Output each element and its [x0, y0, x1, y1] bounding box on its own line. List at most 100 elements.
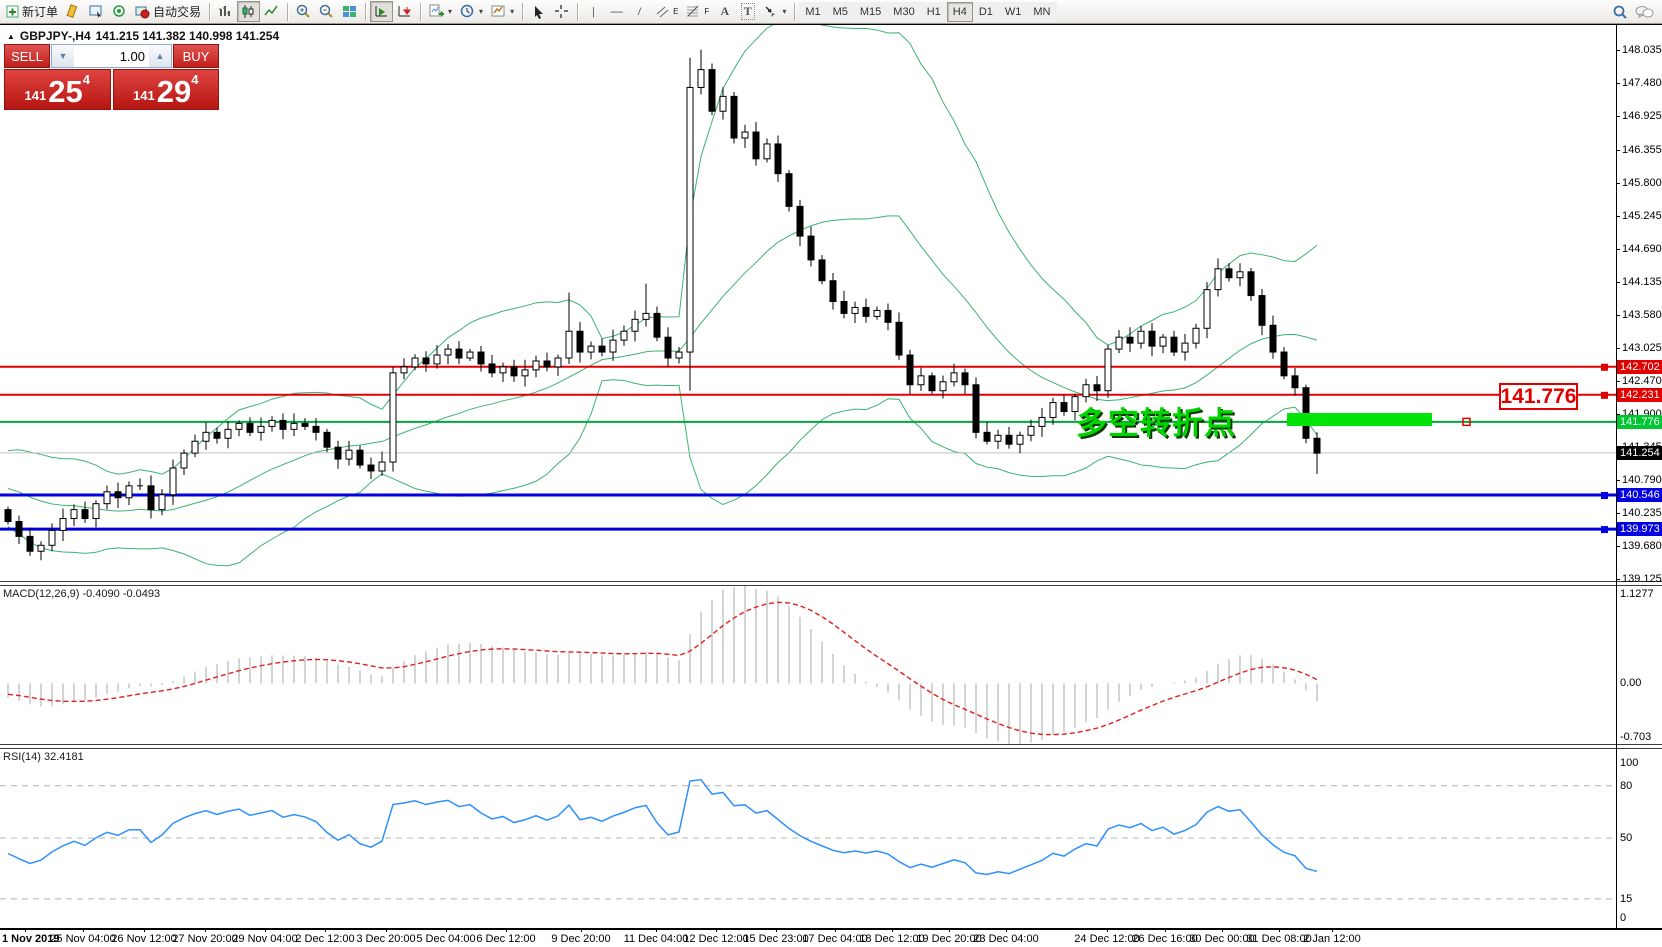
line-anchor[interactable]: [1601, 491, 1608, 499]
turning-point-annotation[interactable]: 多空转折点: [1076, 406, 1236, 441]
fibonacci-button[interactable]: F: [682, 1, 713, 22]
rsi-axis-label: 80: [1620, 779, 1633, 792]
time-tick-mark: [265, 928, 266, 932]
indicators-button[interactable]: ▾: [425, 1, 456, 22]
price-tick-label: 144.135: [1622, 275, 1662, 288]
bull-candle: [444, 348, 452, 356]
trendline-icon: /: [637, 4, 642, 18]
zoom-in-button[interactable]: [292, 1, 315, 22]
price-tick-label: 144.690: [1622, 242, 1662, 255]
autotrading-button[interactable]: 自动交易: [131, 1, 205, 22]
timeframe-button-m15[interactable]: M15: [853, 1, 888, 22]
timeframe-button-mn[interactable]: MN: [1027, 1, 1057, 22]
separator: [577, 2, 579, 21]
green-line-anchor[interactable]: [1462, 417, 1471, 427]
new-order-button[interactable]: 新订单: [2, 1, 62, 22]
time-axis-label: 26 Nov 12:00: [111, 933, 177, 945]
macd-panel[interactable]: [0, 586, 1616, 744]
panel-separator[interactable]: [0, 581, 1662, 586]
time-tick-mark: [144, 928, 145, 932]
volume-decrease-button[interactable]: ▼: [52, 45, 74, 67]
price-level-badge: 139.973: [1617, 522, 1662, 537]
autotrading-icon: [135, 6, 150, 19]
bull-candle: [70, 509, 78, 520]
bear-candle: [543, 360, 551, 368]
bull-candle: [939, 381, 947, 392]
line-anchor[interactable]: [1601, 526, 1608, 534]
candlestick-chart-button[interactable]: [237, 1, 261, 22]
timeframe-button-m30[interactable]: M30: [887, 1, 921, 22]
equidistant-channel-button[interactable]: E: [651, 1, 682, 22]
timeframe-button-m5[interactable]: M5: [826, 1, 854, 22]
line-anchor[interactable]: [1601, 391, 1608, 399]
timeframe-button-d1[interactable]: D1: [972, 1, 999, 22]
buy-price-display[interactable]: 141 29 4: [112, 69, 219, 110]
rsi-axis-label: 100: [1620, 757, 1639, 769]
zoom-out-icon: [319, 4, 333, 18]
auto-scroll-button[interactable]: [370, 1, 394, 22]
price-tick-mark: [1616, 248, 1620, 250]
volume-increase-button[interactable]: ▲: [149, 45, 171, 67]
periods-button[interactable]: ▾: [456, 1, 487, 22]
price-tick-mark: [1616, 182, 1620, 184]
chat-icon[interactable]: [1634, 4, 1654, 20]
sell-price-display[interactable]: 141 25 4: [4, 69, 111, 110]
bear-candle: [884, 309, 892, 323]
panel-separator[interactable]: [0, 744, 1662, 749]
bull-candle: [873, 309, 881, 317]
horizontal-line-button[interactable]: —: [605, 1, 628, 22]
volume-input[interactable]: [74, 45, 149, 67]
bull-candle: [1038, 416, 1046, 427]
support-zone-rectangle[interactable]: [1287, 413, 1432, 426]
bear-candle: [213, 431, 221, 439]
timeframe-button-h4[interactable]: H4: [946, 1, 973, 22]
price-tick-mark: [1616, 149, 1620, 151]
chart-shift-icon: [398, 6, 412, 17]
time-axis-label: 29 Nov 04:00: [232, 933, 298, 945]
timeframe-button-h1[interactable]: H1: [920, 1, 947, 22]
time-axis-label: 9 Dec 20:00: [551, 933, 611, 945]
time-axis-label: 25 Nov 04:00: [50, 933, 116, 945]
rsi-panel[interactable]: [0, 749, 1616, 928]
time-axis[interactable]: 1 Nov 2019 25 Nov 04:00 26 Nov 12:00 27 Nov…: [0, 928, 1662, 947]
text-label-button[interactable]: T: [736, 1, 759, 22]
price-tick-mark: [1616, 579, 1620, 581]
dropdown-arrow-icon: ▾: [782, 7, 787, 16]
bar-chart-button[interactable]: [214, 1, 237, 22]
price-tick-mark: [1616, 513, 1620, 515]
buy-button[interactable]: BUY: [173, 44, 219, 68]
templates-button[interactable]: ▾: [487, 1, 518, 22]
auto-scroll-icon: [375, 6, 388, 17]
text-tool-button[interactable]: A: [713, 1, 736, 22]
sell-button[interactable]: SELL: [4, 44, 50, 68]
time-tick-mark: [325, 928, 326, 932]
arrows-button[interactable]: ▾: [759, 1, 790, 22]
symbol-ohlc: 141.215 141.382 140.998 141.254: [95, 29, 280, 43]
main-chart[interactable]: [0, 25, 1616, 581]
timeframe-button-m1[interactable]: M1: [799, 1, 827, 22]
tile-windows-button[interactable]: [338, 1, 361, 22]
price-callout-label[interactable]: 141.776: [1499, 383, 1578, 410]
sound-button[interactable]: [108, 1, 131, 22]
trendline-button[interactable]: /: [628, 1, 651, 22]
cursor-button[interactable]: [527, 1, 550, 22]
gold-kline-button[interactable]: [62, 1, 85, 22]
zoom-out-button[interactable]: [315, 1, 338, 22]
bull-candle: [1082, 384, 1090, 398]
collapse-icon[interactable]: ▲: [7, 31, 15, 41]
time-axis-label: 2 Dec 12:00: [295, 933, 355, 945]
chart-shift-button[interactable]: [393, 1, 416, 22]
vertical-line-button[interactable]: |: [582, 1, 605, 22]
bar-chart-icon: [219, 6, 230, 16]
bear-candle: [477, 351, 485, 365]
line-chart-button[interactable]: [260, 1, 283, 22]
market-window-button[interactable]: [85, 1, 108, 22]
timeframe-button-w1[interactable]: W1: [998, 1, 1028, 22]
bear-candle: [807, 235, 815, 261]
fibo-letter: F: [704, 7, 710, 16]
crosshair-button[interactable]: [550, 1, 573, 22]
search-icon[interactable]: [1612, 4, 1628, 20]
line-anchor[interactable]: [1601, 363, 1608, 371]
zoom-in-icon: [296, 4, 310, 18]
price-tick-label: 139.680: [1622, 540, 1662, 553]
